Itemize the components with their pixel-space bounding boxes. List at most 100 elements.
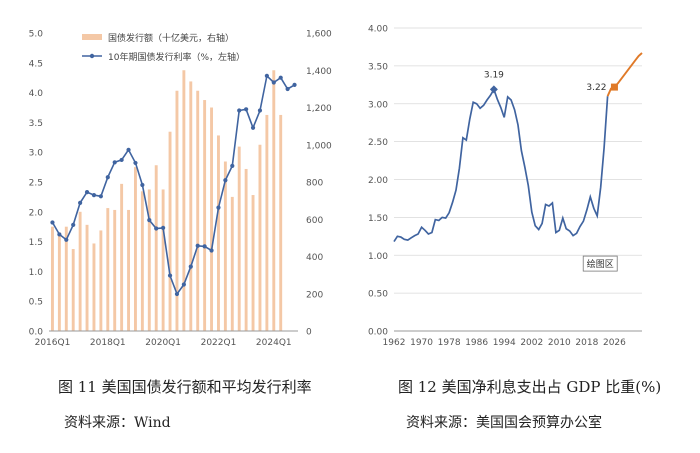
figure-11-source: 资料来源：Wind [64, 415, 171, 431]
x-tick-label: 2018 [575, 338, 598, 348]
bar [279, 114, 283, 331]
x-tick-label: 2018Q1 [90, 338, 126, 348]
rate-point [230, 163, 235, 169]
bar [265, 114, 269, 331]
y-right-tick-label: 1,600 [306, 30, 332, 40]
rate-point [271, 80, 276, 85]
bar [196, 90, 200, 331]
y-tick-label: 2.50 [368, 138, 388, 148]
bar [127, 209, 130, 331]
y-tick-label: 1.00 [368, 252, 388, 262]
x-tick-label: 1978 [438, 338, 461, 348]
y-left-tick-label: 3.0 [29, 149, 44, 159]
rate-point [174, 291, 180, 297]
bar [182, 70, 186, 331]
y-tick-label: 2.00 [368, 176, 388, 186]
rate-point [167, 273, 173, 278]
projection-marker [610, 83, 618, 91]
rate-point [105, 175, 110, 180]
y-left-tick-label: 1.5 [29, 238, 43, 248]
rate-point [78, 200, 83, 205]
y-left-tick-label: 2.0 [29, 208, 44, 218]
bar [57, 232, 61, 331]
bar [99, 230, 103, 331]
y-right-tick-label: 0 [306, 328, 312, 338]
x-tick-label: 1970 [410, 338, 433, 348]
rate-point [292, 82, 297, 87]
y-left-tick-label: 2.5 [29, 179, 43, 189]
rate-point [202, 244, 207, 249]
bar [85, 224, 89, 331]
x-tick-label: 2026 [603, 338, 626, 348]
bar [51, 226, 54, 331]
bar [92, 243, 96, 331]
bar [168, 131, 172, 331]
plot-area-tooltip-label: 绘图区 [587, 258, 614, 270]
rate-point [285, 86, 290, 92]
bar [147, 189, 151, 331]
y-tick-label: 1.50 [368, 214, 388, 224]
bar [230, 196, 234, 331]
y-left-tick-label: 0.0 [29, 328, 44, 338]
x-tick-label: 2002 [520, 338, 543, 348]
bar [272, 70, 276, 331]
legend-line-label: 10年期国债发行利率（%，左轴） [108, 51, 245, 63]
legend-line-marker [89, 53, 95, 59]
y-right-tick-label: 1,200 [306, 104, 332, 114]
rate-point [209, 248, 214, 253]
bar [161, 189, 165, 331]
bar [154, 165, 158, 331]
y-right-tick-label: 600 [306, 216, 323, 226]
y-left-tick-label: 1.0 [29, 268, 44, 278]
rate-point [161, 225, 166, 230]
bar [244, 168, 248, 331]
x-tick-label: 2016Q1 [35, 338, 71, 348]
bar [258, 144, 262, 331]
rate-point [257, 108, 263, 113]
rate-point [98, 194, 103, 199]
y-right-tick-label: 200 [306, 290, 323, 300]
bar [189, 81, 193, 331]
bar [64, 226, 68, 331]
rate-point [216, 205, 221, 210]
y-left-tick-label: 0.5 [29, 298, 43, 308]
bar [140, 191, 144, 331]
interest-to-gdp-chart: 0.00 0.50 1.00 1.50 2.00 2.50 3.00 3.50 4.00 1962… [368, 25, 643, 348]
x-tick-label: 2010 [548, 338, 571, 348]
rate-point [154, 226, 159, 231]
rate-point [126, 147, 131, 152]
plot-area-tooltip-box [582, 255, 618, 272]
rate-point [119, 157, 124, 163]
rate-point [278, 75, 283, 80]
y-tick-label: 4.00 [368, 25, 388, 35]
legend-bar-label: 国债发行额（十亿美元，右轴） [108, 32, 234, 44]
y-right-tick-label: 1,000 [306, 141, 332, 151]
bar [203, 100, 207, 331]
figure-12-panel: 0.00 0.50 1.00 1.50 2.00 2.50 3.00 3.50 4.00 1962… [352, 0, 700, 453]
rate-point [71, 222, 76, 228]
rate-point [195, 243, 200, 248]
bar [217, 135, 220, 331]
rate-point [133, 160, 138, 166]
rate-point [147, 218, 152, 223]
bar [134, 167, 137, 331]
y-left-tick-label: 4.0 [29, 89, 44, 99]
bar [223, 161, 227, 331]
y-left-tick-label: 3.5 [29, 119, 43, 129]
rate-line [51, 74, 295, 296]
y-tick-label: 0.50 [368, 290, 388, 300]
figure-12-caption: 图 12 美国净利息支出占 GDP 比重(%) [398, 378, 662, 396]
bar [175, 90, 179, 331]
projection-label: 3.22 [586, 83, 606, 93]
y-left-tick-label: 5.0 [29, 30, 44, 40]
rate-point [188, 264, 193, 269]
bar [78, 211, 82, 331]
bar [71, 249, 75, 331]
bar [120, 183, 124, 331]
rate-point [91, 193, 97, 198]
y-tick-label: 0.00 [368, 328, 388, 338]
rate-point [140, 182, 145, 188]
x-tick-label: 2020Q1 [145, 338, 181, 348]
bar [113, 209, 117, 331]
figure-11-panel: 0.0 0.5 1.0 1.5 2.0 2.5 3.0 3.5 4.0 4.5 5.0 0 200 400… [29, 30, 332, 432]
